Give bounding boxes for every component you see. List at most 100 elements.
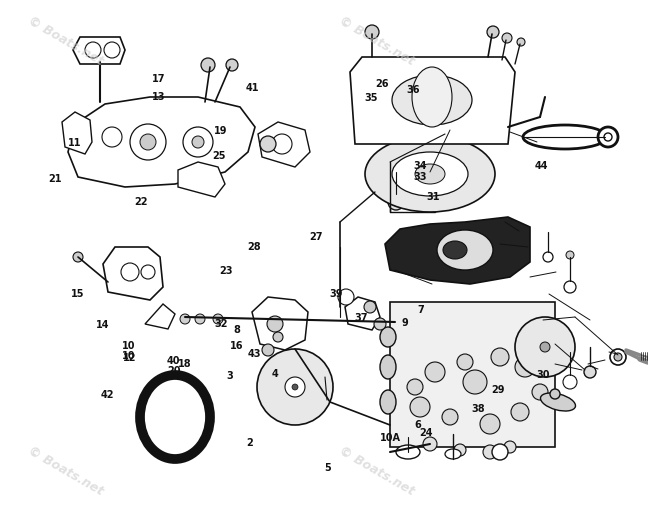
Circle shape: [457, 354, 473, 370]
Circle shape: [463, 370, 487, 394]
Polygon shape: [145, 304, 175, 329]
Circle shape: [262, 344, 274, 356]
Text: 35: 35: [364, 93, 377, 103]
Circle shape: [515, 357, 535, 377]
Circle shape: [540, 342, 550, 352]
Circle shape: [272, 134, 292, 154]
Circle shape: [410, 397, 430, 417]
Circle shape: [213, 314, 223, 324]
Text: 21: 21: [49, 174, 62, 184]
Text: 16: 16: [230, 340, 243, 351]
Ellipse shape: [392, 75, 472, 125]
Circle shape: [454, 444, 466, 456]
Circle shape: [511, 403, 529, 421]
Text: 3: 3: [227, 371, 233, 381]
Text: 39: 39: [329, 289, 342, 300]
Circle shape: [392, 198, 400, 206]
Polygon shape: [258, 122, 310, 167]
Text: © Boats.net: © Boats.net: [26, 14, 106, 68]
Text: 10A: 10A: [380, 433, 401, 443]
Ellipse shape: [365, 136, 495, 212]
Polygon shape: [103, 247, 163, 300]
Circle shape: [364, 301, 376, 313]
Circle shape: [492, 444, 508, 460]
Circle shape: [365, 25, 379, 39]
Polygon shape: [385, 217, 530, 284]
Circle shape: [517, 38, 525, 46]
Text: 11: 11: [68, 138, 81, 148]
Text: 25: 25: [213, 151, 226, 161]
Circle shape: [563, 375, 577, 389]
Ellipse shape: [396, 445, 420, 459]
Ellipse shape: [380, 327, 396, 347]
Polygon shape: [390, 302, 555, 447]
Circle shape: [85, 42, 101, 58]
Ellipse shape: [445, 449, 461, 459]
Circle shape: [417, 85, 447, 115]
Circle shape: [550, 389, 560, 399]
Circle shape: [564, 281, 576, 293]
Text: 36: 36: [407, 84, 420, 95]
Circle shape: [614, 353, 622, 361]
Circle shape: [598, 127, 618, 147]
Polygon shape: [73, 37, 125, 64]
Text: 28: 28: [247, 242, 261, 252]
Text: 10: 10: [122, 351, 135, 361]
Text: 13: 13: [152, 92, 165, 102]
Ellipse shape: [392, 152, 468, 196]
Circle shape: [480, 414, 500, 434]
Text: 24: 24: [420, 428, 433, 438]
Text: 2: 2: [246, 438, 253, 448]
Text: 18: 18: [178, 358, 192, 369]
Text: 12: 12: [123, 353, 136, 364]
Circle shape: [504, 441, 516, 453]
Text: 23: 23: [219, 266, 232, 276]
Circle shape: [140, 134, 156, 150]
Circle shape: [487, 26, 499, 38]
Circle shape: [532, 384, 548, 400]
Circle shape: [388, 194, 404, 210]
Text: 33: 33: [413, 172, 426, 182]
Ellipse shape: [140, 375, 210, 459]
Text: © Boats.net: © Boats.net: [337, 14, 417, 68]
Text: 37: 37: [355, 313, 368, 324]
Polygon shape: [345, 297, 380, 330]
Ellipse shape: [412, 67, 452, 127]
Text: 5: 5: [324, 463, 330, 474]
Circle shape: [584, 366, 596, 378]
Text: © Boats.net: © Boats.net: [337, 444, 417, 498]
Text: 8: 8: [233, 325, 240, 335]
Circle shape: [201, 58, 215, 72]
Circle shape: [257, 349, 333, 425]
Circle shape: [566, 251, 574, 259]
Text: 27: 27: [310, 231, 323, 242]
Circle shape: [180, 314, 190, 324]
Circle shape: [121, 263, 139, 281]
Text: 40: 40: [167, 356, 180, 366]
Text: © Boats.net: © Boats.net: [26, 444, 106, 498]
Ellipse shape: [437, 230, 493, 270]
Circle shape: [273, 332, 283, 342]
Text: 38: 38: [471, 403, 485, 414]
Circle shape: [604, 133, 612, 141]
Circle shape: [483, 445, 497, 459]
Circle shape: [141, 265, 155, 279]
Circle shape: [427, 95, 437, 105]
Text: 17: 17: [152, 74, 165, 84]
Circle shape: [425, 362, 445, 382]
Ellipse shape: [523, 125, 607, 149]
Circle shape: [374, 318, 386, 330]
Text: 19: 19: [214, 125, 227, 136]
Text: 6: 6: [415, 420, 421, 430]
Circle shape: [515, 317, 575, 377]
Circle shape: [267, 316, 283, 332]
Text: 42: 42: [100, 390, 113, 400]
Circle shape: [73, 252, 83, 262]
Text: 32: 32: [215, 318, 228, 329]
Text: 20: 20: [167, 366, 180, 376]
Ellipse shape: [540, 393, 575, 411]
Circle shape: [183, 127, 213, 157]
Text: 10: 10: [122, 340, 135, 351]
Ellipse shape: [380, 390, 396, 414]
Circle shape: [130, 124, 166, 160]
